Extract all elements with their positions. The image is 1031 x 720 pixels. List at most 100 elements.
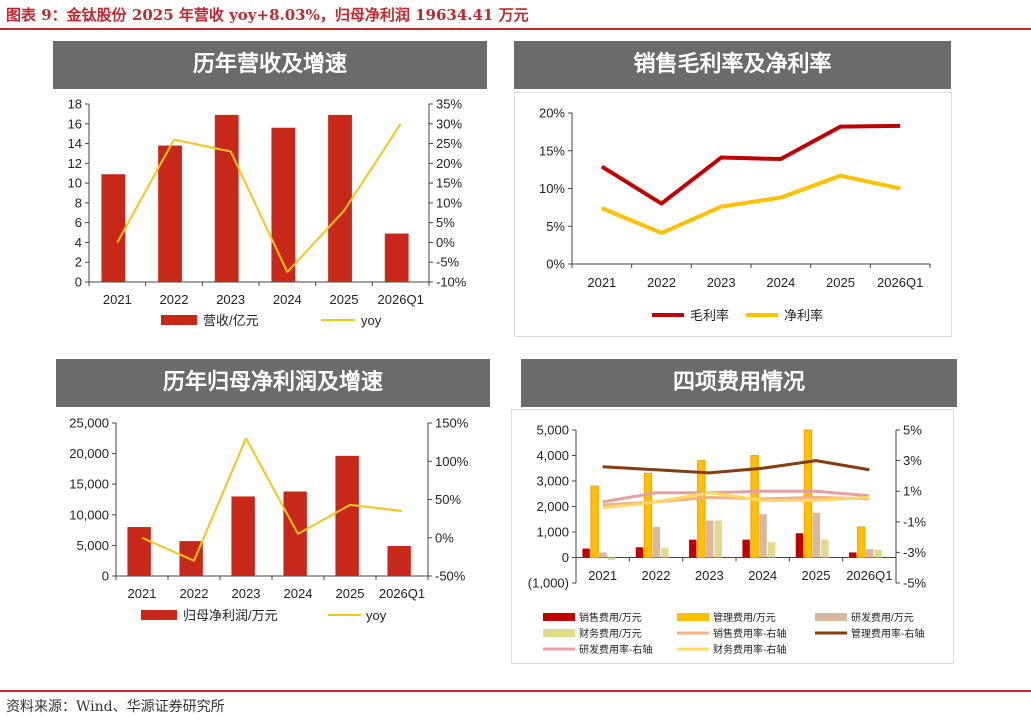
x-tick-label: 2021: [587, 275, 616, 290]
x-tick-label: 2025: [826, 275, 855, 290]
bottom-rule: [0, 690, 1031, 692]
y-tick-label: 8: [75, 195, 82, 210]
expense-bar: [697, 460, 706, 558]
y-tick-label: 18: [68, 97, 82, 112]
bar: [101, 174, 126, 282]
panel2-frame: [514, 92, 952, 337]
y2-tick-label: -3%: [903, 545, 927, 560]
x-tick-label: 2026Q1: [378, 292, 424, 307]
margin-line: [601, 173, 901, 236]
bar: [387, 546, 411, 576]
legend-label: 归母净利润/万元: [183, 608, 278, 623]
bar: [214, 114, 239, 282]
expense-bar: [607, 557, 616, 561]
x-tick-label: 2022: [160, 292, 189, 307]
bar: [283, 491, 307, 576]
y-tick-label: 0: [562, 550, 569, 565]
expense-rate-line: [602, 489, 870, 504]
x-tick-label: 2026Q1: [379, 586, 425, 601]
legend-swatch: [677, 613, 709, 621]
expense-bar: [795, 533, 804, 558]
y-tick-label: 5,000: [536, 423, 569, 438]
chart-expenses: 2021 2022 2023 2024 2025 2026Q1 (1,000) 0 1,000 2…: [528, 423, 927, 657]
x-tick-label: 2021: [588, 568, 617, 583]
expense-bar: [759, 514, 767, 558]
expense-bar: [706, 520, 714, 558]
panel4-title: 四项费用情况: [521, 359, 957, 407]
y-tick-label: 10: [68, 176, 82, 191]
chart-revenue: 2021 2022 2023 2024 2025 2026Q1 0 2 4 6 8 10 12 14 16 1…: [68, 97, 467, 329]
expense-bar: [821, 539, 829, 558]
legend-swatch: [161, 315, 197, 325]
expense-bar: [767, 542, 776, 558]
y2-tick-label: 150%: [435, 416, 469, 431]
y2-tick-label: 0%: [435, 530, 454, 545]
expense-bar: [857, 526, 866, 559]
y-tick-label: 14: [68, 136, 82, 151]
bar: [158, 145, 182, 282]
panel2-title: 销售毛利率及净利率: [514, 41, 951, 89]
x-tick-label: 2021: [103, 292, 132, 307]
y-tick-label: 5%: [546, 219, 565, 234]
legend-label: 研发费用率-右轴: [579, 643, 652, 656]
x-tick-label: 2022: [642, 568, 671, 583]
x-tick-label: 2023: [707, 275, 736, 290]
x-tick-label: 2024: [766, 275, 795, 290]
legend-label: 研发费用/万元: [851, 611, 914, 624]
y2-tick-label: 1%: [903, 484, 922, 499]
y2-tick-label: 10%: [436, 195, 462, 210]
y2-tick-label: 100%: [435, 454, 469, 469]
expense-bar: [874, 549, 882, 558]
expense-bar: [866, 549, 874, 558]
y2-tick-label: -10%: [436, 275, 467, 290]
y-tick-label: 4: [75, 235, 82, 250]
legend-swatch: [141, 610, 177, 620]
expense-bar: [750, 455, 759, 558]
x-tick-label: 2025: [336, 586, 365, 601]
figure-title: 图表 9：金钛股份 2025 年营收 yoy+8.03%，归母净利润 19634…: [6, 6, 529, 24]
y-tick-label: (1,000): [528, 576, 569, 591]
legend-label: 管理费用率-右轴: [851, 627, 924, 640]
expense-bar: [599, 552, 607, 558]
y2-tick-label: 5%: [436, 215, 455, 230]
y2-tick-label: -5%: [436, 255, 460, 270]
y-tick-label: 12: [68, 156, 82, 171]
y-tick-label: 25,000: [69, 416, 109, 431]
expense-rate-line: [602, 491, 870, 510]
x-tick-label: 2025: [802, 568, 831, 583]
x-tick-label: 2026Q1: [877, 275, 923, 290]
legend-swatch: [543, 613, 575, 621]
y-tick-label: 10%: [539, 181, 565, 196]
legend-label: 销售费用/万元: [579, 611, 642, 624]
legend-label: yoy: [366, 608, 387, 623]
x-tick-label: 2023: [695, 568, 724, 583]
y-tick-label: 15%: [539, 143, 565, 158]
expense-rate-line: [602, 459, 870, 475]
expense-bar: [714, 520, 722, 558]
expense-bar: [812, 512, 821, 558]
panel4-frame: [511, 409, 954, 664]
y2-tick-label: 5%: [903, 423, 922, 438]
legend-swatch: [815, 613, 847, 621]
legend-label: 营收/亿元: [203, 313, 259, 328]
y2-tick-label: 20%: [436, 156, 462, 171]
legend-label: 财务费用/万元: [579, 627, 642, 640]
x-tick-label: 2024: [273, 292, 302, 307]
yoy-line: [141, 437, 403, 562]
x-tick-label: 2023: [232, 586, 261, 601]
expense-bar: [742, 539, 750, 558]
legend-label: 毛利率: [690, 308, 729, 323]
y2-tick-label: 50%: [435, 492, 461, 507]
y2-tick-label: 25%: [436, 136, 462, 151]
legend-swatch: [543, 629, 575, 637]
legend-label: 销售费用率-右轴: [713, 627, 786, 640]
y2-tick-label: -1%: [903, 514, 927, 529]
expense-bar: [643, 472, 653, 558]
y-tick-label: 20%: [539, 106, 565, 121]
bar: [231, 496, 255, 576]
y-tick-label: 4,000: [536, 448, 569, 463]
y-tick-label: 0%: [546, 257, 565, 272]
x-tick-label: 2022: [180, 586, 209, 601]
y-tick-label: 2: [75, 255, 82, 270]
y-tick-label: 20,000: [69, 446, 109, 461]
